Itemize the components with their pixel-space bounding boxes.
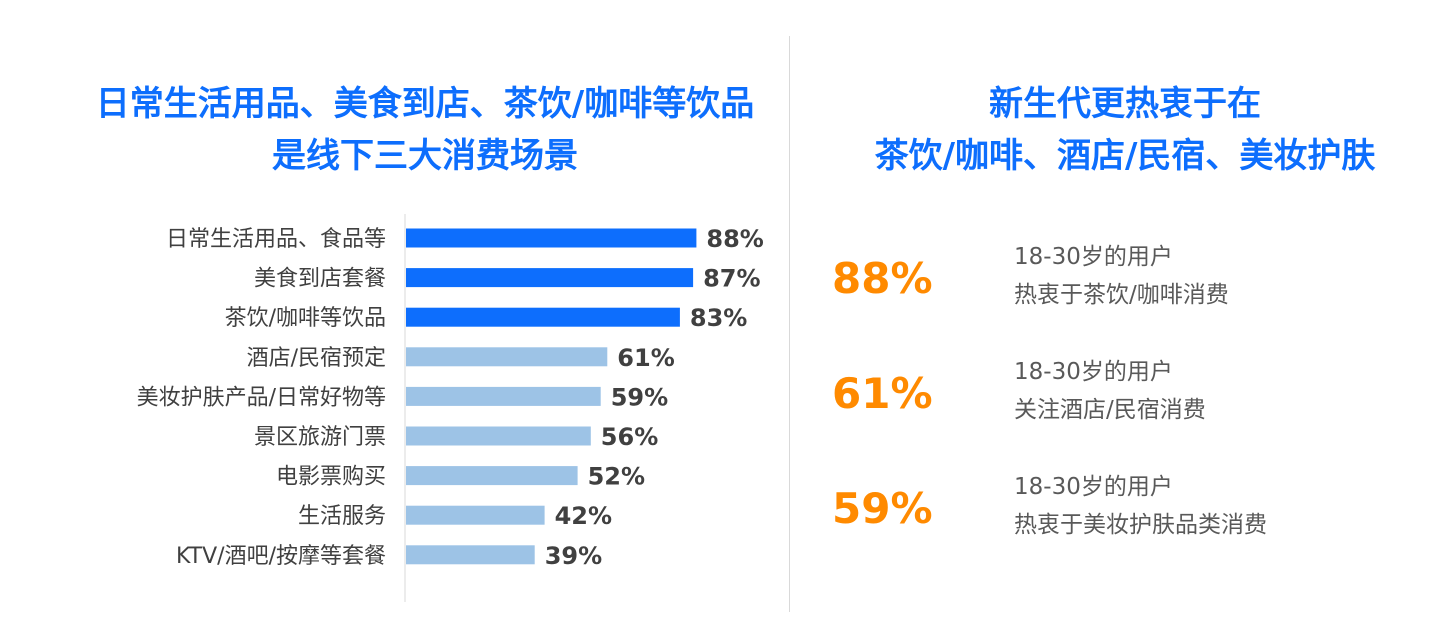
- stat-block: 61% 18-30岁的用户 关注酒店/民宿消费: [832, 359, 1392, 445]
- stat-desc-line2: 关注酒店/民宿消费: [1014, 397, 1206, 423]
- category-label: 酒店/民宿预定: [247, 346, 386, 371]
- value-label: 56%: [601, 423, 658, 451]
- right-panel-title: 新生代更热衷于在 茶饮/咖啡、酒店/民宿、美妆护肤: [800, 78, 1446, 182]
- bar: [406, 505, 545, 525]
- bars-group: 日常生活用品、食品等 88% 美食到店套餐 87% 茶饮/咖啡等饮品 83% 酒店/民宿预定…: [137, 225, 764, 570]
- right-title-line2: 茶饮/咖啡、酒店/民宿、美妆护肤: [874, 136, 1376, 176]
- category-label: 美妆护肤产品/日常好物等: [137, 385, 386, 410]
- left-title-line1: 日常生活用品、美食到店、茶饮/咖啡等饮品: [95, 84, 755, 124]
- value-label: 52%: [588, 463, 645, 491]
- panel-divider: [789, 36, 790, 612]
- value-label: 42%: [555, 502, 612, 530]
- value-label: 39%: [545, 542, 602, 570]
- category-label: 景区旅游门票: [254, 425, 386, 450]
- bar: [406, 268, 694, 288]
- bar: [406, 228, 697, 248]
- stat-description: 18-30岁的用户 热衷于美妆护肤品类消费: [1014, 468, 1267, 544]
- stat-value: 61%: [832, 369, 933, 418]
- stat-block: 88% 18-30岁的用户 热衷于茶饮/咖啡消费: [832, 244, 1392, 330]
- left-panel-title: 日常生活用品、美食到店、茶饮/咖啡等饮品 是线下三大消费场景: [40, 78, 810, 182]
- stat-desc-line1: 18-30岁的用户: [1014, 244, 1173, 270]
- value-label: 61%: [617, 344, 674, 372]
- category-label: 生活服务: [298, 504, 386, 529]
- bar: [406, 426, 591, 446]
- stat-block: 59% 18-30岁的用户 热衷于美妆护肤品类消费: [832, 474, 1392, 560]
- category-label: 日常生活用品、食品等: [166, 227, 386, 252]
- value-label: 88%: [706, 225, 763, 253]
- category-label: 电影票购买: [276, 465, 386, 490]
- bar: [406, 545, 535, 565]
- stat-desc-line1: 18-30岁的用户: [1014, 359, 1173, 385]
- category-label: 美食到店套餐: [254, 267, 386, 292]
- bar: [406, 466, 578, 486]
- bar-chart: 日常生活用品、食品等 88% 美食到店套餐 87% 茶饮/咖啡等饮品 83% 酒店/民宿预定…: [137, 214, 764, 602]
- stat-value: 59%: [832, 484, 933, 533]
- bar: [406, 347, 608, 367]
- stat-value: 88%: [832, 254, 933, 303]
- value-label: 87%: [703, 265, 760, 293]
- stat-desc-line2: 热衷于茶饮/咖啡消费: [1014, 282, 1229, 308]
- value-label: 59%: [611, 383, 668, 411]
- category-label: KTV/酒吧/按摩等套餐: [176, 544, 386, 569]
- stat-desc-line1: 18-30岁的用户: [1014, 474, 1173, 500]
- stat-description: 18-30岁的用户 热衷于茶饮/咖啡消费: [1014, 238, 1229, 314]
- stat-description: 18-30岁的用户 关注酒店/民宿消费: [1014, 353, 1206, 429]
- right-title-line1: 新生代更热衷于在: [989, 84, 1261, 124]
- bar: [406, 307, 680, 327]
- category-label: 茶饮/咖啡等饮品: [225, 306, 386, 331]
- bar: [406, 386, 601, 406]
- value-label: 83%: [690, 304, 747, 332]
- stat-desc-line2: 热衷于美妆护肤品类消费: [1014, 512, 1267, 538]
- left-title-line2: 是线下三大消费场景: [272, 136, 578, 176]
